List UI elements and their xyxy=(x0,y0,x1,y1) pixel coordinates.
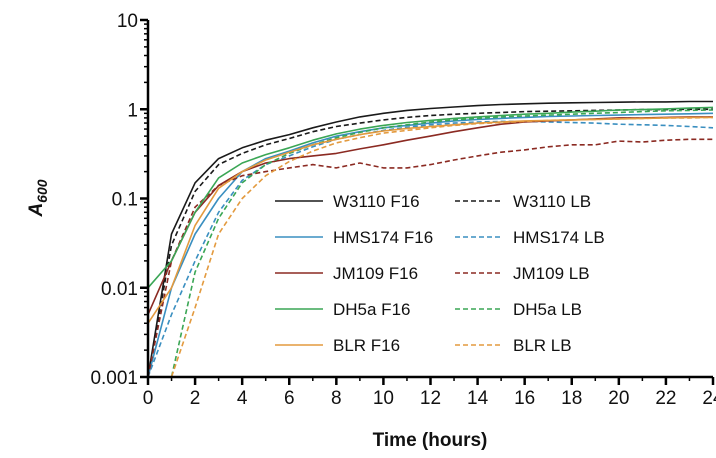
y-axis-title-sub: 600 xyxy=(34,179,50,203)
legend: W3110 F16 W3110 LB HMS174 F16 HMS174 LB JM10… xyxy=(275,192,605,355)
legend-label: JM109 F16 xyxy=(333,264,418,283)
y-axis-title: A600 xyxy=(26,179,50,217)
x-tick-label: 18 xyxy=(561,388,582,409)
y-tick-label: 10 xyxy=(117,11,138,32)
x-tick-label: 22 xyxy=(655,388,676,409)
legend-label: BLR F16 xyxy=(333,336,400,355)
x-tick-label: 24 xyxy=(702,388,716,409)
y-tick-label: 0.1 xyxy=(112,190,138,211)
y-axis-title-main: A xyxy=(26,203,47,218)
x-tick-label: 6 xyxy=(284,388,295,409)
series-line xyxy=(148,116,714,378)
y-tick-label: 0.001 xyxy=(90,368,138,389)
series-line xyxy=(148,109,714,378)
x-tick-label: 4 xyxy=(237,388,248,409)
series-line xyxy=(147,100,713,378)
x-axis-title: Time (hours) xyxy=(373,430,488,451)
x-tick-label: 14 xyxy=(467,388,489,409)
series-line xyxy=(147,116,713,324)
x-tick-label: 20 xyxy=(608,388,629,409)
series-line xyxy=(147,116,713,315)
series-line xyxy=(147,120,714,378)
axes xyxy=(146,20,713,379)
series-lines xyxy=(147,100,714,378)
series-line xyxy=(147,138,713,378)
legend-label: HMS174 F16 xyxy=(333,228,433,247)
x-tick-label: 8 xyxy=(331,388,342,409)
x-ticks: 024681012141618202224 xyxy=(143,377,716,409)
x-tick-label: 2 xyxy=(190,388,201,409)
legend-label: HMS174 LB xyxy=(513,228,605,247)
legend-label: DH5a LB xyxy=(513,300,582,319)
x-tick-label: 16 xyxy=(514,388,535,409)
y-tick-label: 0.01 xyxy=(101,279,138,300)
series-line xyxy=(147,106,714,289)
y-tick-label: 1 xyxy=(127,100,138,121)
x-tick-label: 0 xyxy=(143,388,154,409)
legend-label: W3110 LB xyxy=(513,192,591,211)
x-tick-label: 10 xyxy=(373,388,394,409)
legend-label: BLR LB xyxy=(513,336,572,355)
y-ticks: 0.001 0.01 0.1 1 10 xyxy=(90,11,148,389)
x-tick-label: 12 xyxy=(420,388,441,409)
legend-label: W3110 F16 xyxy=(333,192,420,211)
legend-label: JM109 LB xyxy=(513,264,590,283)
legend-label: DH5a F16 xyxy=(333,300,410,319)
